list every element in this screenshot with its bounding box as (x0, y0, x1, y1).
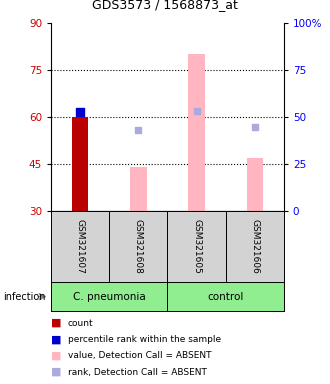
Text: count: count (68, 319, 93, 328)
Text: ■: ■ (51, 334, 62, 344)
Text: ■: ■ (51, 351, 62, 361)
Text: GSM321608: GSM321608 (134, 219, 143, 274)
Text: control: control (208, 291, 244, 302)
Bar (130, 167, 147, 211)
Text: ■: ■ (51, 318, 62, 328)
Text: C. pneumonia: C. pneumonia (73, 291, 146, 302)
Text: GSM321607: GSM321607 (76, 219, 85, 274)
Text: value, Detection Call = ABSENT: value, Detection Call = ABSENT (68, 351, 211, 360)
Text: GDS3573 / 1568873_at: GDS3573 / 1568873_at (92, 0, 238, 11)
Bar (72, 117, 88, 211)
Point (78, 109, 83, 116)
Point (252, 124, 257, 130)
Text: infection: infection (3, 291, 46, 302)
Text: percentile rank within the sample: percentile rank within the sample (68, 335, 221, 344)
Text: rank, Detection Call = ABSENT: rank, Detection Call = ABSENT (68, 367, 207, 376)
Bar (188, 55, 205, 211)
Point (136, 127, 141, 133)
Text: GSM321606: GSM321606 (250, 219, 259, 274)
Text: GSM321605: GSM321605 (192, 219, 201, 274)
Text: ■: ■ (51, 367, 62, 377)
Bar (247, 158, 263, 211)
Point (194, 108, 199, 114)
